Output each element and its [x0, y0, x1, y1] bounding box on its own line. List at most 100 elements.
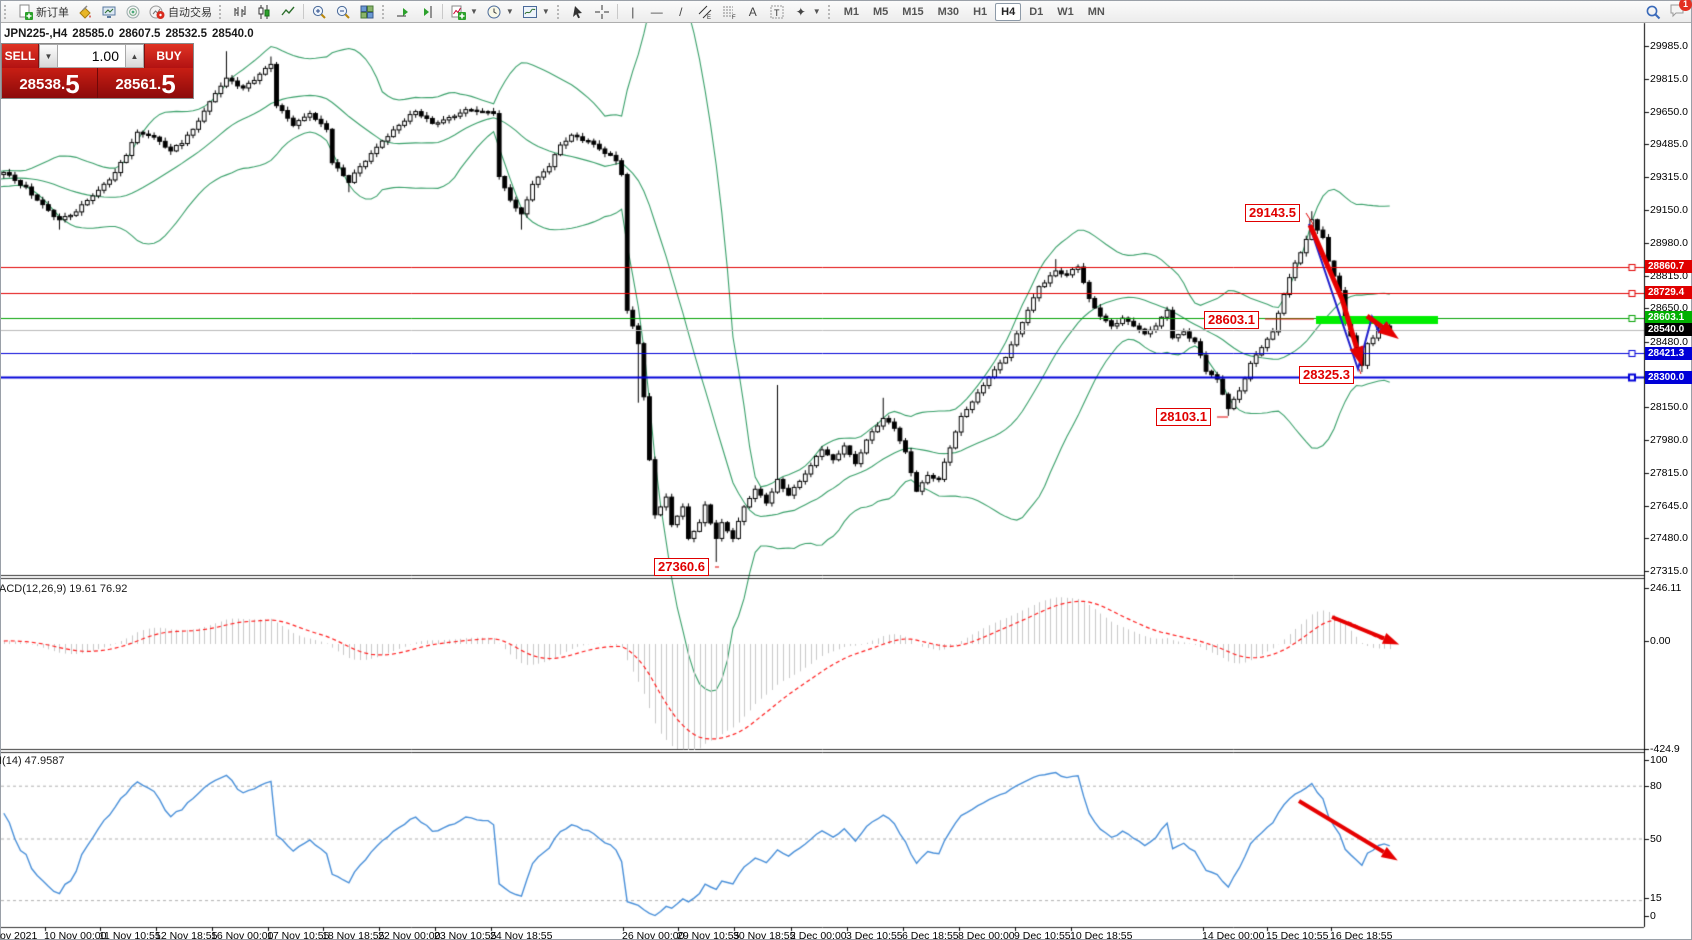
chevron-down-icon: ▼ — [470, 7, 478, 16]
timeframe-W1[interactable]: W1 — [1057, 5, 1074, 18]
toolbar-grip[interactable] — [556, 4, 563, 19]
price-axis-label: 28150.0 — [1650, 400, 1688, 413]
zoom-out-button[interactable] — [331, 2, 355, 21]
toolbar-grip[interactable] — [382, 4, 388, 19]
tile-windows-button[interactable] — [355, 2, 379, 21]
timeframe-H1[interactable]: H1 — [973, 5, 988, 18]
price-annotation[interactable]: 28325.3 — [1299, 366, 1354, 384]
price-level-tag: 28421.3 — [1645, 346, 1692, 360]
sell-button[interactable]: SELL — [2, 44, 39, 68]
template-button[interactable]: ▼ — [518, 2, 554, 21]
channel-tool[interactable]: E — [693, 2, 717, 21]
price-axis-label: 28980.0 — [1650, 237, 1688, 250]
shapes-tool[interactable]: ✦ ▼ — [789, 2, 825, 21]
line-chart-mode-button[interactable] — [276, 2, 300, 21]
text-tool[interactable]: A — [741, 2, 765, 21]
high-value: 28607.5 — [118, 28, 161, 40]
price-axis-label: 27480.0 — [1650, 532, 1688, 545]
price-annotation[interactable]: 28603.1 — [1204, 311, 1259, 329]
price-level-tag: 28729.4 — [1645, 286, 1692, 300]
data-window-button[interactable] — [121, 2, 145, 21]
one-click-trading-panel: SELL ▼ ▲ BUY 28538.5 28561.5 — [1, 43, 194, 99]
time-axis-label: 30 Nov 18:55 — [733, 930, 796, 940]
timeframe-MN[interactable]: MN — [1087, 5, 1105, 18]
timeframe-D1[interactable]: D1 — [1029, 5, 1044, 18]
paint-bucket-icon — [79, 4, 91, 19]
new-order-label: 新订单 — [36, 6, 69, 19]
timeframe-M5[interactable]: M5 — [872, 5, 889, 18]
text-label-tool[interactable]: T — [765, 2, 789, 21]
vertical-line-tool[interactable]: | — [621, 2, 645, 21]
toolbar-grip[interactable] — [827, 4, 834, 19]
price-axis-label: 29485.0 — [1650, 138, 1688, 151]
svg-text:E: E — [707, 15, 711, 20]
toolbar: 新订单 自动交易 — [1, 0, 1692, 23]
time-axis-label: 14 Dec 00:00 — [1202, 930, 1265, 940]
volume-down-button[interactable]: ▼ — [39, 44, 58, 68]
time-axis-label: 9 Dec 10:55 — [1014, 930, 1071, 940]
rsi-axis-label: 0 — [1650, 910, 1656, 922]
open-value: 28585.0 — [72, 28, 114, 40]
fibonacci-tool[interactable]: F — [717, 2, 741, 21]
notifications-button[interactable]: 1 — [1669, 0, 1692, 21]
price-annotation[interactable]: 29143.5 — [1245, 204, 1300, 222]
new-order-button[interactable]: 新订单 — [13, 2, 73, 21]
styler-button[interactable] — [73, 2, 97, 21]
candlestick-icon — [258, 4, 270, 19]
bar-chart-mode-button[interactable] — [228, 2, 252, 21]
price-axis-label: 29650.0 — [1650, 105, 1688, 118]
time-axis-label: 10 Dec 18:55 — [1070, 930, 1133, 940]
volume-input[interactable] — [58, 44, 125, 68]
sell-price[interactable]: 28538. 5 — [2, 68, 98, 98]
crosshair-tool-button[interactable] — [590, 2, 614, 21]
autotrade-button[interactable]: 自动交易 — [145, 2, 216, 21]
zoom-in-button[interactable] — [307, 2, 331, 21]
volume-up-button[interactable]: ▲ — [125, 44, 144, 68]
price-level-tag: 28540.0 — [1645, 323, 1692, 337]
low-value: 28532.5 — [165, 28, 208, 40]
tile-windows-icon — [360, 5, 374, 18]
candle-chart-mode-button[interactable] — [252, 2, 276, 21]
buy-button[interactable]: BUY — [144, 44, 193, 68]
timeframe-M30[interactable]: M30 — [937, 5, 960, 18]
rsi-axis-label: 100 — [1650, 754, 1668, 766]
time-axis-label: 10 Nov 00:00 — [44, 930, 107, 940]
time-axis-label: 8 Dec 00:00 — [958, 930, 1015, 940]
rsi-axis-label: 15 — [1650, 892, 1662, 904]
macd-readout: ACD(12,26,9) 19.61 76.92 — [0, 583, 128, 595]
symbol-period: JPN225-,H4 — [4, 28, 68, 40]
text-label-icon: T — [770, 5, 784, 18]
time-axis-label: 17 Nov 10:55 — [267, 930, 330, 940]
crosshair-icon — [594, 4, 609, 19]
time-axis-label: 3 Dec 10:55 — [846, 930, 903, 940]
time-axis-label: 23 Nov 10:55 — [434, 930, 497, 940]
search-icon[interactable] — [1645, 4, 1661, 20]
cursor-tool-button[interactable] — [566, 2, 590, 21]
rsi-axis-label: 50 — [1650, 833, 1662, 845]
auto-scroll-button[interactable] — [391, 2, 415, 21]
time-axis-label: 11 Nov 10:55 — [99, 930, 161, 940]
close-value: 28540.0 — [212, 28, 254, 40]
toolbar-grip[interactable] — [4, 4, 10, 19]
toolbar-grip[interactable] — [219, 4, 225, 19]
add-indicator-button[interactable]: ▼ — [446, 2, 482, 21]
autotrade-label: 自动交易 — [168, 6, 212, 19]
price-axis-label: 27315.0 — [1650, 564, 1688, 577]
timeframe-M1[interactable]: M1 — [843, 5, 859, 18]
signal-icon — [126, 5, 140, 18]
market-watch-button[interactable] — [97, 2, 121, 21]
chart-shift-button[interactable] — [415, 2, 439, 21]
periods-button[interactable]: ▼ — [482, 2, 518, 21]
macd-axis-label: -424.9 — [1650, 743, 1680, 755]
horizontal-line-tool[interactable]: — — [645, 2, 669, 21]
zoom-out-icon — [336, 5, 350, 19]
buy-price-main: 28561. — [115, 76, 162, 93]
price-annotation[interactable]: 28103.1 — [1156, 408, 1211, 426]
timeframe-H4[interactable]: H4 — [995, 2, 1022, 21]
timeframe-M15[interactable]: M15 — [902, 5, 924, 18]
buy-price[interactable]: 28561. 5 — [98, 68, 193, 98]
price-annotation[interactable]: 27360.6 — [654, 558, 709, 576]
trendline-tool[interactable]: / — [669, 2, 693, 21]
price-axis-label: 29150.0 — [1650, 203, 1688, 216]
